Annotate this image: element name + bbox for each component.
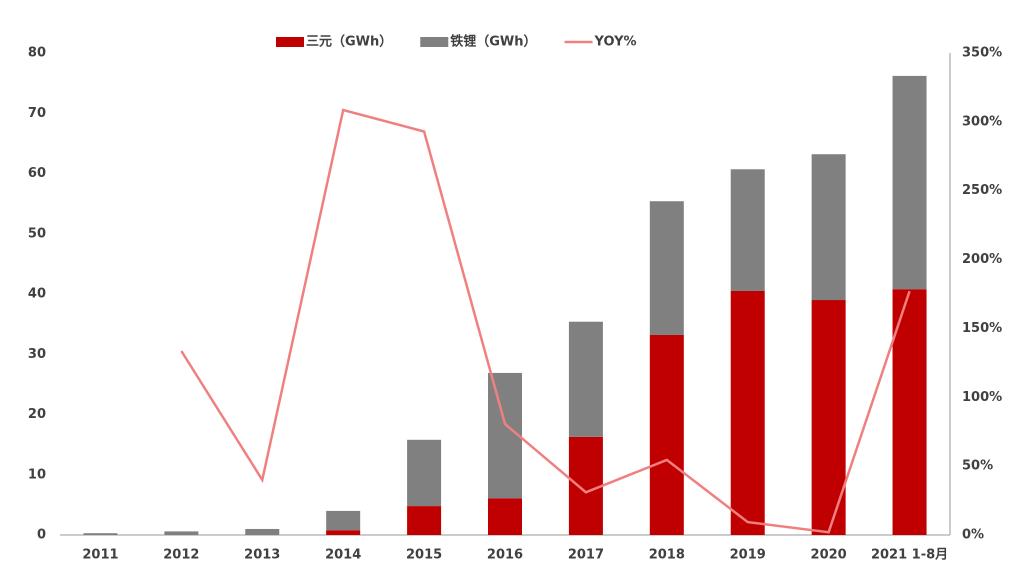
x-tick-label: 2016 [487, 548, 523, 563]
y2-tick-label: 100% [962, 390, 1002, 405]
bar [730, 290, 765, 535]
x-tick-label: 2011 [82, 548, 118, 563]
x-tick-label: 2012 [163, 548, 199, 563]
y-tick-label: 80 [28, 46, 46, 61]
bar [407, 439, 442, 507]
y-tick-label: 20 [28, 407, 46, 422]
bar [245, 528, 280, 535]
y2-tick-label: 250% [962, 183, 1002, 198]
x-tick-label: 2015 [406, 548, 442, 563]
bar [811, 154, 846, 301]
bar [164, 531, 199, 535]
y2-tick-label: 350% [962, 46, 1002, 61]
legend-label: 三元（GWh） [306, 34, 392, 50]
x-tick-label: 2021 1-8月 [871, 548, 948, 563]
y-tick-label: 30 [28, 347, 46, 362]
x-tick-label: 2017 [568, 548, 604, 563]
bar [649, 334, 684, 535]
bar [326, 510, 361, 531]
bar [488, 498, 522, 535]
bar [488, 372, 522, 499]
bar [730, 169, 765, 291]
legend-swatch [276, 37, 304, 47]
y-tick-label: 60 [28, 166, 46, 181]
y-tick-label: 70 [28, 106, 46, 121]
bar [649, 201, 684, 335]
legend-label: 铁锂（GWh） [449, 34, 536, 50]
bar [892, 75, 927, 290]
bar [83, 533, 118, 535]
y2-tick-label: 300% [962, 114, 1002, 129]
x-tick-label: 2013 [244, 548, 280, 563]
bar [568, 436, 603, 535]
y-tick-label: 10 [28, 467, 46, 482]
y2-tick-label: 0% [962, 528, 984, 543]
legend-label: YOY% [594, 35, 637, 50]
y2-tick-label: 50% [962, 459, 993, 474]
y2-tick-label: 200% [962, 252, 1002, 267]
yoy-line [180, 108, 911, 534]
x-tick-label: 2020 [811, 548, 847, 563]
legend-swatch [420, 37, 449, 47]
bar [407, 506, 442, 535]
y2-tick-label: 150% [962, 321, 1002, 336]
x-tick-label: 2019 [730, 548, 766, 563]
x-tick-label: 2014 [325, 548, 361, 563]
y-tick-label: 0 [37, 528, 46, 543]
x-tick-label: 2018 [649, 548, 685, 563]
bar [568, 321, 603, 437]
y-tick-label: 40 [28, 287, 46, 302]
bar [326, 530, 361, 535]
bar [892, 289, 927, 535]
y-tick-label: 50 [28, 226, 46, 241]
